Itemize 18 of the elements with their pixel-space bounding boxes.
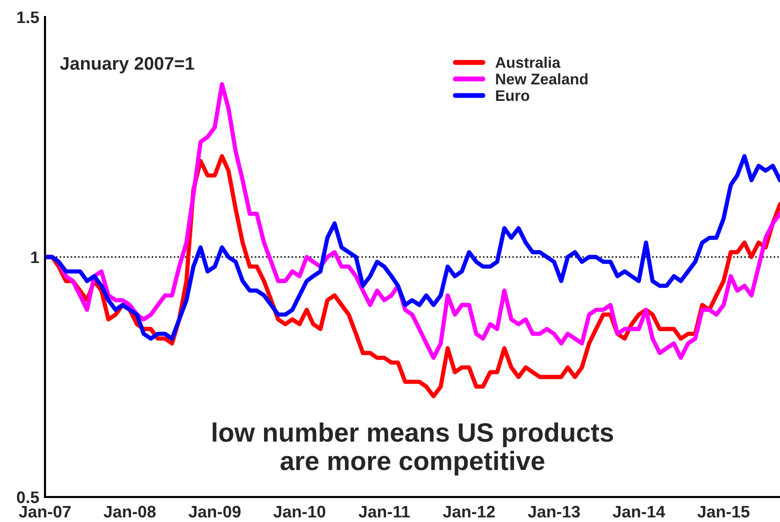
x-tick-label: Jan-13 bbox=[528, 506, 580, 518]
x-tick-label: Jan-11 bbox=[358, 506, 410, 518]
x-tick-label: Jan-12 bbox=[442, 506, 495, 518]
y-tick-label: 0.5 bbox=[16, 491, 39, 504]
x-tick-label: Jan-07 bbox=[18, 506, 71, 518]
x-tick-label: Jan-10 bbox=[273, 506, 326, 518]
x-tick-label: Jan-15 bbox=[697, 506, 750, 518]
legend-label: New Zealand bbox=[496, 73, 588, 84]
line-series bbox=[45, 154, 780, 341]
legend-label: Euro bbox=[496, 90, 530, 101]
x-tick-label: Jan-09 bbox=[188, 506, 241, 518]
y-tick-label: 1.5 bbox=[17, 12, 39, 24]
y-tick-label: 1 bbox=[31, 252, 39, 264]
annotation: low number means US products are more competitive bbox=[212, 422, 614, 476]
annotation: January 2007=1 bbox=[60, 57, 194, 74]
x-tick-label: Jan-14 bbox=[612, 506, 666, 518]
legend-label: Australia bbox=[495, 56, 561, 68]
x-tick-label: Jan-08 bbox=[104, 506, 156, 518]
